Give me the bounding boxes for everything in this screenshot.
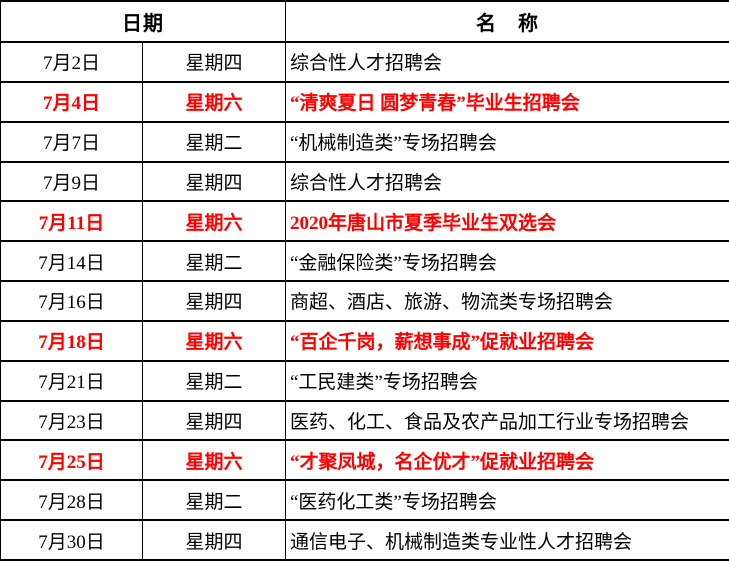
weekday-cell: 星期四 [142,160,286,203]
table-row: 7月30日 星期四 通信电子、机械制造类专业性人才招聘会 [0,519,729,561]
date-cell: 7月23日 [0,399,143,442]
table-body: 7月2日 星期四 综合性人才招聘会 7月4日 星期六 “清爽夏日 圆梦青春”毕业生招聘会 7… [0,41,729,561]
weekday-cell: 星期二 [142,240,286,283]
table-row: 7月25日 星期六 “才聚凤城，名企优才”促就业招聘会 [0,439,729,482]
weekday-cell: 星期二 [142,479,286,522]
table-row: 7月2日 星期四 综合性人才招聘会 [0,41,729,83]
event-name-cell: 2020年唐山市夏季毕业生双选会 [285,200,729,243]
event-name-cell: “才聚凤城，名企优才”促就业招聘会 [285,439,729,482]
date-cell: 7月4日 [0,80,143,123]
date-cell: 7月28日 [0,479,143,522]
header-row: 日期 名 称 [0,0,729,43]
table-header: 日期 名 称 [0,0,729,43]
table-row: 7月21日 星期二 “工民建类”专场招聘会 [0,359,729,402]
event-name-cell: “金融保险类”专场招聘会 [285,240,729,283]
table-row: 7月16日 星期四 商超、酒店、旅游、物流类专场招聘会 [0,280,729,322]
weekday-cell: 星期四 [142,519,286,561]
event-name-cell: 综合性人才招聘会 [285,41,729,83]
date-cell: 7月21日 [0,359,143,402]
date-cell: 7月16日 [0,280,143,322]
date-cell: 7月7日 [0,120,143,163]
table-row: 7月11日 星期六 2020年唐山市夏季毕业生双选会 [0,200,729,243]
table-row: 7月9日 星期四 综合性人才招聘会 [0,160,729,203]
weekday-cell: 星期六 [142,200,286,243]
weekday-cell: 星期六 [142,439,286,482]
event-name-cell: “工民建类”专场招聘会 [285,359,729,402]
table-row: 7月23日 星期四 医药、化工、食品及农产品加工行业专场招聘会 [0,399,729,442]
date-cell: 7月18日 [0,319,143,362]
weekday-cell: 星期四 [142,280,286,322]
table-row: 7月14日 星期二 “金融保险类”专场招聘会 [0,240,729,283]
table-row: 7月28日 星期二 “医药化工类”专场招聘会 [0,479,729,522]
date-cell: 7月2日 [0,41,143,83]
weekday-cell: 星期四 [142,399,286,442]
event-name-cell: “百企千岗，薪想事成”促就业招聘会 [285,319,729,362]
date-cell: 7月14日 [0,240,143,283]
header-cell-date: 日期 [0,0,286,43]
weekday-cell: 星期二 [142,120,286,163]
header-cell-name: 名 称 [285,0,729,43]
event-name-cell: 通信电子、机械制造类专业性人才招聘会 [285,519,729,561]
event-name-cell: 医药、化工、食品及农产品加工行业专场招聘会 [285,399,729,442]
table-row: 7月4日 星期六 “清爽夏日 圆梦青春”毕业生招聘会 [0,80,729,123]
weekday-cell: 星期四 [142,41,286,83]
table-row: 7月18日 星期六 “百企千岗，薪想事成”促就业招聘会 [0,319,729,362]
table-row: 7月7日 星期二 “机械制造类”专场招聘会 [0,120,729,163]
date-cell: 7月11日 [0,200,143,243]
date-cell: 7月9日 [0,160,143,203]
event-name-cell: 商超、酒店、旅游、物流类专场招聘会 [285,280,729,322]
event-name-cell: 综合性人才招聘会 [285,160,729,203]
date-cell: 7月30日 [0,519,143,561]
event-name-cell: “机械制造类”专场招聘会 [285,120,729,163]
date-cell: 7月25日 [0,439,143,482]
weekday-cell: 星期六 [142,80,286,123]
event-name-cell: “清爽夏日 圆梦青春”毕业生招聘会 [285,80,729,123]
weekday-cell: 星期二 [142,359,286,402]
weekday-cell: 星期六 [142,319,286,362]
event-name-cell: “医药化工类”专场招聘会 [285,479,729,522]
